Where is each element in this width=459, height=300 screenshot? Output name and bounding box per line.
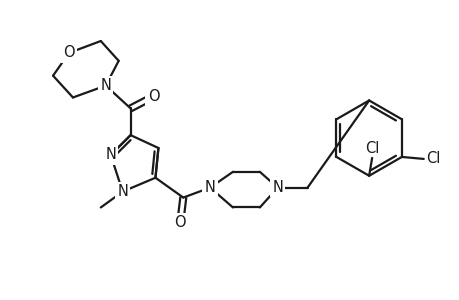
Text: Cl: Cl xyxy=(425,152,439,166)
Text: Cl: Cl xyxy=(364,141,379,156)
Text: O: O xyxy=(63,45,75,60)
Text: N: N xyxy=(100,78,111,93)
Text: N: N xyxy=(272,180,283,195)
Text: O: O xyxy=(174,215,186,230)
Text: O: O xyxy=(147,89,159,104)
Text: N: N xyxy=(117,184,128,199)
Text: N: N xyxy=(204,180,215,195)
Text: N: N xyxy=(105,148,116,163)
